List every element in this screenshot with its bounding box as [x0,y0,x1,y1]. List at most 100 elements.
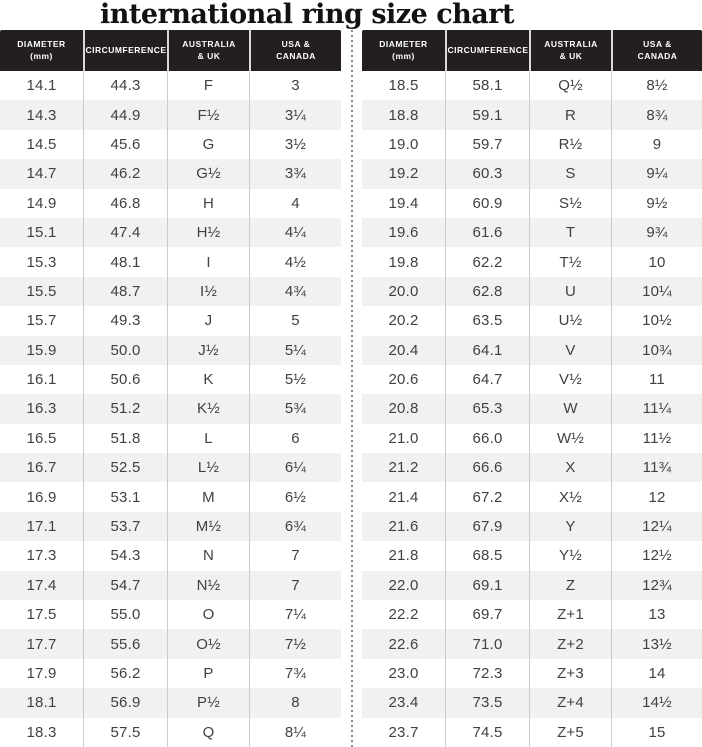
table-cell: 14½ [611,688,702,718]
table-row: 16.5 51.8 L 6 [0,423,341,454]
table-cell: 14.9 [26,194,57,212]
table-row: 20.0 62.8 U 10¼ [362,276,702,307]
table-row: 23.7 74.5 Z+5 15 [362,717,702,747]
table-cell: 3¾ [249,159,341,189]
table-row: 15.5 48.7 I½ 4¾ [0,276,341,307]
table-cell: 15.1 [26,224,57,242]
table-row: 19.4 60.9 S½ 9½ [362,188,702,218]
table-cell: M½ [167,511,249,542]
table-cell: 18.1 [26,694,57,712]
table-cell: J [167,306,249,336]
table-cell: 8¾ [611,100,702,130]
table-cell: 9½ [611,188,702,218]
table-cell: 16.7 [26,459,57,477]
table-cell: 10 [611,247,702,277]
table-cell: 12¼ [611,511,702,542]
table-cell: R [529,100,611,130]
table-cell: 6¾ [249,511,341,542]
table-cell: 4¾ [249,276,341,307]
table-cell: 13 [611,600,702,630]
table-cell: X [529,453,611,483]
table-row: 16.1 50.6 K 5½ [0,364,341,395]
table-cell: 54.3 [83,541,167,571]
table-cell: 48.7 [83,276,167,307]
table-cell: 20.0 [388,282,419,300]
table-cell: 17.9 [26,665,57,682]
table-cell: 56.9 [83,688,167,718]
table-cell: 46.8 [83,188,167,218]
table-cell: L½ [167,453,249,483]
table-row: 18.5 58.1 Q½ 8½ [362,71,702,101]
table-cell: 19.2 [388,165,419,183]
table-row: 22.0 69.1 Z 12¾ [362,570,702,601]
table-row: 14.5 45.6 G 3½ [0,129,341,160]
table-cell: 4½ [249,247,341,277]
table-cell: 20.4 [388,341,419,359]
table-cell: 18.3 [26,723,57,741]
table-cell: P½ [167,688,249,718]
table-cell: 67.9 [445,511,529,542]
table-cell: 52.5 [83,453,167,483]
table-cell: 69.7 [445,600,529,630]
table-cell: 64.1 [445,335,529,365]
table-cell: Z+1 [529,600,611,630]
table-cell: 22.6 [388,635,419,653]
table-row: 21.6 67.9 Y 12¼ [362,511,702,542]
table-row: 15.9 50.0 J½ 5¼ [0,335,341,365]
table-cell: 17.3 [26,547,57,565]
table-cell: 48.1 [83,247,167,277]
table-cell: M [167,482,249,512]
table-cell: 57.5 [83,717,167,747]
table-cell: F [167,71,249,101]
table-cell: 51.2 [83,394,167,424]
table-row: 19.0 59.7 R½ 9 [362,129,702,160]
table-cell: 17.5 [26,606,57,624]
table-cell: U [529,276,611,307]
table-cell: Z [529,570,611,601]
table-cell: 71.0 [445,629,529,659]
table-cell: O½ [167,629,249,659]
table-row: 19.2 60.3 S 9¼ [362,159,702,189]
table-row: 16.7 52.5 L½ 6¼ [0,453,341,483]
table-cell: 4 [249,188,341,218]
header-circumference: CIRCUMFERENCE [445,30,529,71]
table-cell: 23.0 [388,665,419,682]
table-header-row: DIAMETER (mm) CIRCUMFERENCE AUSTRALIA & … [362,30,702,71]
table-cell: 5½ [249,364,341,395]
ring-size-table-left: DIAMETER (mm) CIRCUMFERENCE AUSTRALIA & … [0,30,341,747]
table-cell: 53.1 [83,482,167,512]
table-row: 14.7 46.2 G½ 3¾ [0,159,341,189]
table-cell: 15.3 [26,253,57,271]
table-row: 18.8 59.1 R 8¾ [362,100,702,130]
table-cell: 59.7 [445,129,529,160]
header-label: USA & [281,38,311,49]
table-cell: 58.1 [445,71,529,101]
table-cell: 66.0 [445,423,529,454]
table-cell: 10¾ [611,335,702,365]
header-label: USA & [643,38,672,49]
table-cell: 6 [249,423,341,454]
divider-column [341,30,362,747]
header-label: AUSTRALIA [182,38,236,49]
table-cell: 74.5 [445,717,529,747]
table-cell: 11½ [611,423,702,454]
table-cell: 3¼ [249,100,341,130]
table-row: 23.0 72.3 Z+3 14 [362,658,702,689]
table-cell: 67.2 [445,482,529,512]
table-cell: 18.5 [388,77,419,95]
title-row: international ring size chart [0,0,702,30]
table-cell: 62.8 [445,276,529,307]
table-row: 21.0 66.0 W½ 11½ [362,423,702,454]
table-cell: 14 [611,658,702,689]
header-label: & UK [197,50,221,61]
table-cell: 7 [249,570,341,601]
table-row: 17.7 55.6 O½ 7½ [0,629,341,659]
table-cell: 50.6 [83,364,167,395]
table-cell: 14.7 [26,165,57,183]
table-cell: 63.5 [445,306,529,336]
table-cell: L [167,423,249,454]
table-body: 18.5 58.1 Q½ 8½ 18.8 59.1 R 8¾ 19.0 59.7 R½ 9 19.2 60… [362,71,702,747]
table-cell: Y½ [529,541,611,571]
table-cell: S [529,159,611,189]
